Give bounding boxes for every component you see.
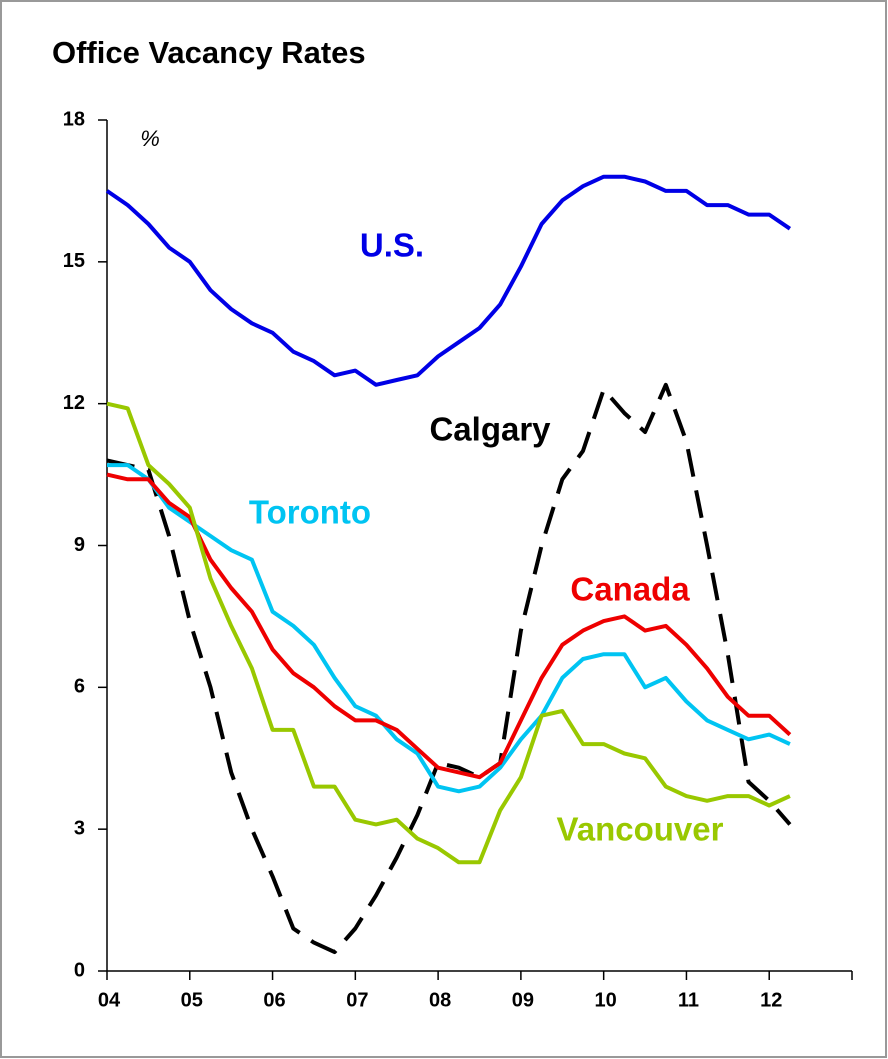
x-tick-label: 08 <box>429 989 451 1011</box>
x-tick-label: 11 <box>678 989 699 1011</box>
series-label: Vancouver <box>557 811 724 848</box>
y-tick-label: 3 <box>74 817 85 839</box>
x-tick-label: 04 <box>98 989 121 1011</box>
y-tick-label: 15 <box>63 250 85 272</box>
series-line <box>106 472 792 780</box>
y-unit: % <box>140 126 160 151</box>
x-tick-label: 06 <box>263 989 285 1011</box>
series-line <box>106 382 792 955</box>
series-line <box>105 174 792 387</box>
y-tick-label: 18 <box>63 108 85 130</box>
series-line <box>106 401 791 865</box>
x-tick-label: 12 <box>760 989 782 1011</box>
series-label: Canada <box>570 571 690 608</box>
x-tick-label: 10 <box>595 989 617 1011</box>
series-label: U.S. <box>360 227 424 264</box>
y-tick-label: 6 <box>74 676 85 698</box>
series-label: Toronto <box>249 494 371 531</box>
x-tick-label: 09 <box>512 989 534 1011</box>
y-tick-label: 0 <box>74 959 85 981</box>
series-line <box>107 463 791 794</box>
y-tick-label: 12 <box>63 392 85 414</box>
x-tick-label: 05 <box>181 989 203 1011</box>
chart-title: Office Vacancy Rates <box>52 35 366 70</box>
y-tick-label: 9 <box>74 534 85 556</box>
x-tick-label: 07 <box>346 989 368 1011</box>
series-label: Calgary <box>429 411 551 448</box>
